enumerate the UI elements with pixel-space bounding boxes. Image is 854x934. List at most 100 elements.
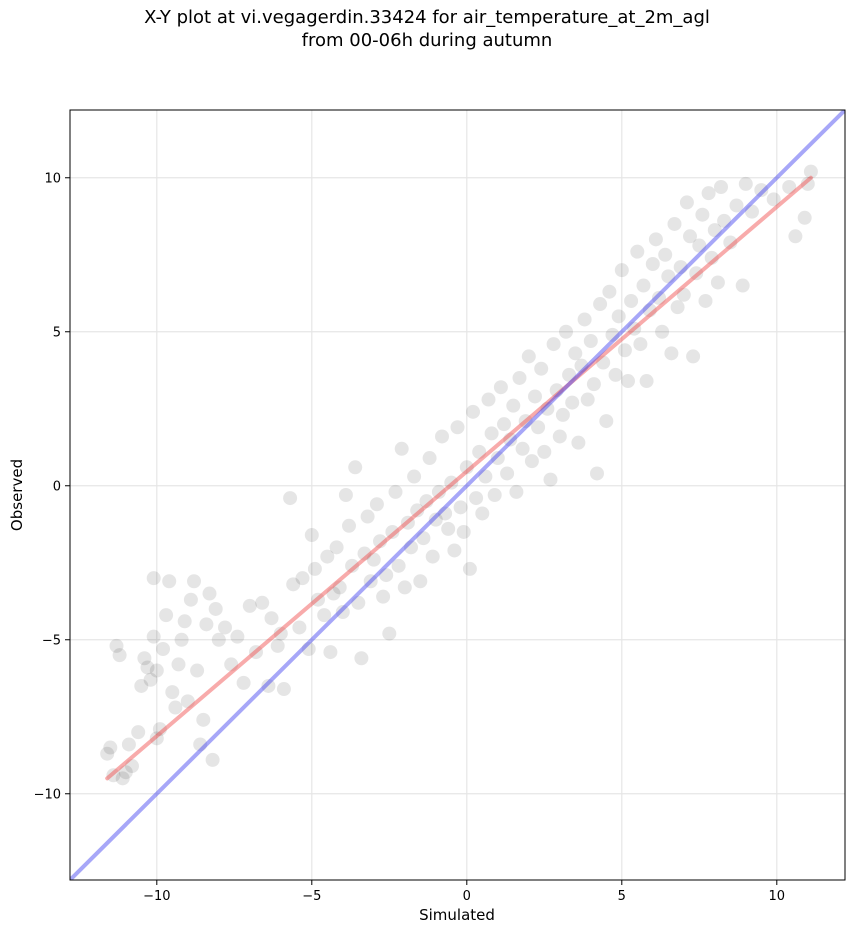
data-point	[137, 651, 152, 666]
data-point	[528, 389, 542, 404]
data-point	[413, 574, 428, 589]
data-point	[366, 552, 381, 567]
data-point	[611, 309, 626, 324]
data-point	[642, 303, 657, 318]
x-axis-label: Simulated	[419, 906, 495, 924]
data-point	[360, 509, 375, 524]
data-point	[143, 672, 158, 687]
data-point	[410, 503, 425, 518]
data-point	[428, 512, 443, 527]
y-axis-ticks: −10 −5 0 5 10	[34, 171, 70, 802]
data-point	[431, 484, 446, 499]
data-point	[425, 549, 440, 564]
data-point	[608, 367, 623, 382]
data-point	[537, 444, 552, 459]
data-point	[679, 195, 694, 210]
data-point	[106, 768, 121, 783]
data-point	[698, 293, 713, 308]
data-point	[797, 210, 812, 225]
data-point	[509, 484, 524, 499]
grid-lines	[70, 110, 845, 880]
data-point	[583, 334, 598, 348]
data-point	[555, 407, 570, 422]
data-point	[357, 546, 372, 561]
data-point	[149, 731, 164, 746]
data-point	[422, 451, 437, 466]
data-point	[149, 663, 164, 678]
data-point	[658, 247, 673, 262]
data-point	[729, 198, 744, 213]
data-point	[311, 592, 325, 607]
data-point	[614, 263, 629, 278]
data-point	[469, 491, 484, 506]
data-point	[586, 377, 601, 392]
data-points	[100, 164, 818, 786]
data-point	[242, 598, 257, 613]
data-point	[664, 346, 679, 361]
data-point	[441, 521, 456, 536]
data-point	[515, 441, 530, 456]
data-point	[689, 266, 704, 281]
data-point	[543, 472, 558, 487]
data-point	[484, 426, 499, 441]
data-point	[524, 454, 539, 469]
data-point	[478, 469, 493, 484]
data-point	[580, 392, 595, 407]
data-point	[605, 327, 620, 342]
data-point	[307, 561, 322, 576]
data-point	[249, 645, 263, 660]
data-point	[100, 746, 115, 761]
data-point	[332, 580, 347, 595]
data-point	[329, 540, 344, 555]
data-point	[627, 321, 642, 336]
data-point	[159, 608, 174, 623]
data-point	[146, 629, 161, 644]
data-point	[373, 534, 387, 549]
data-point	[404, 540, 418, 555]
data-point	[559, 324, 573, 339]
data-point	[590, 466, 604, 481]
data-point	[224, 657, 239, 672]
data-point	[562, 367, 577, 382]
chart-title: X-Y plot at vi.vegagerdin.33424 for air_…	[144, 7, 710, 28]
data-point	[162, 574, 177, 589]
data-point	[354, 651, 369, 666]
data-point	[630, 244, 645, 259]
data-point	[636, 278, 651, 293]
x-tick-label: 10	[769, 889, 786, 904]
data-point	[255, 595, 270, 610]
data-point	[707, 223, 722, 238]
y-tick-label: 5	[53, 325, 61, 340]
data-point	[481, 392, 496, 407]
data-point	[701, 186, 716, 201]
y-tick-label: 0	[53, 479, 61, 494]
data-point	[782, 180, 797, 194]
data-point	[351, 595, 366, 610]
x-tick-label: −10	[143, 889, 170, 904]
data-point	[617, 343, 632, 358]
data-point	[236, 675, 251, 690]
data-point	[645, 257, 660, 271]
data-point	[338, 488, 353, 502]
data-point	[738, 176, 753, 191]
data-point	[673, 260, 688, 275]
data-point	[211, 632, 226, 647]
data-point	[174, 632, 189, 647]
data-point	[648, 232, 663, 247]
data-point	[652, 290, 666, 305]
data-point	[276, 682, 291, 697]
plot-frame	[69, 109, 846, 881]
data-point	[230, 629, 245, 644]
data-point	[714, 180, 728, 194]
data-point	[565, 395, 580, 410]
data-point	[435, 429, 449, 444]
data-point	[264, 611, 279, 626]
data-point	[602, 284, 617, 299]
data-point	[196, 712, 211, 727]
data-point	[655, 324, 670, 339]
data-point	[475, 506, 490, 521]
data-point	[518, 414, 533, 429]
data-point	[593, 297, 608, 312]
data-point	[187, 574, 201, 589]
data-point	[146, 571, 161, 586]
